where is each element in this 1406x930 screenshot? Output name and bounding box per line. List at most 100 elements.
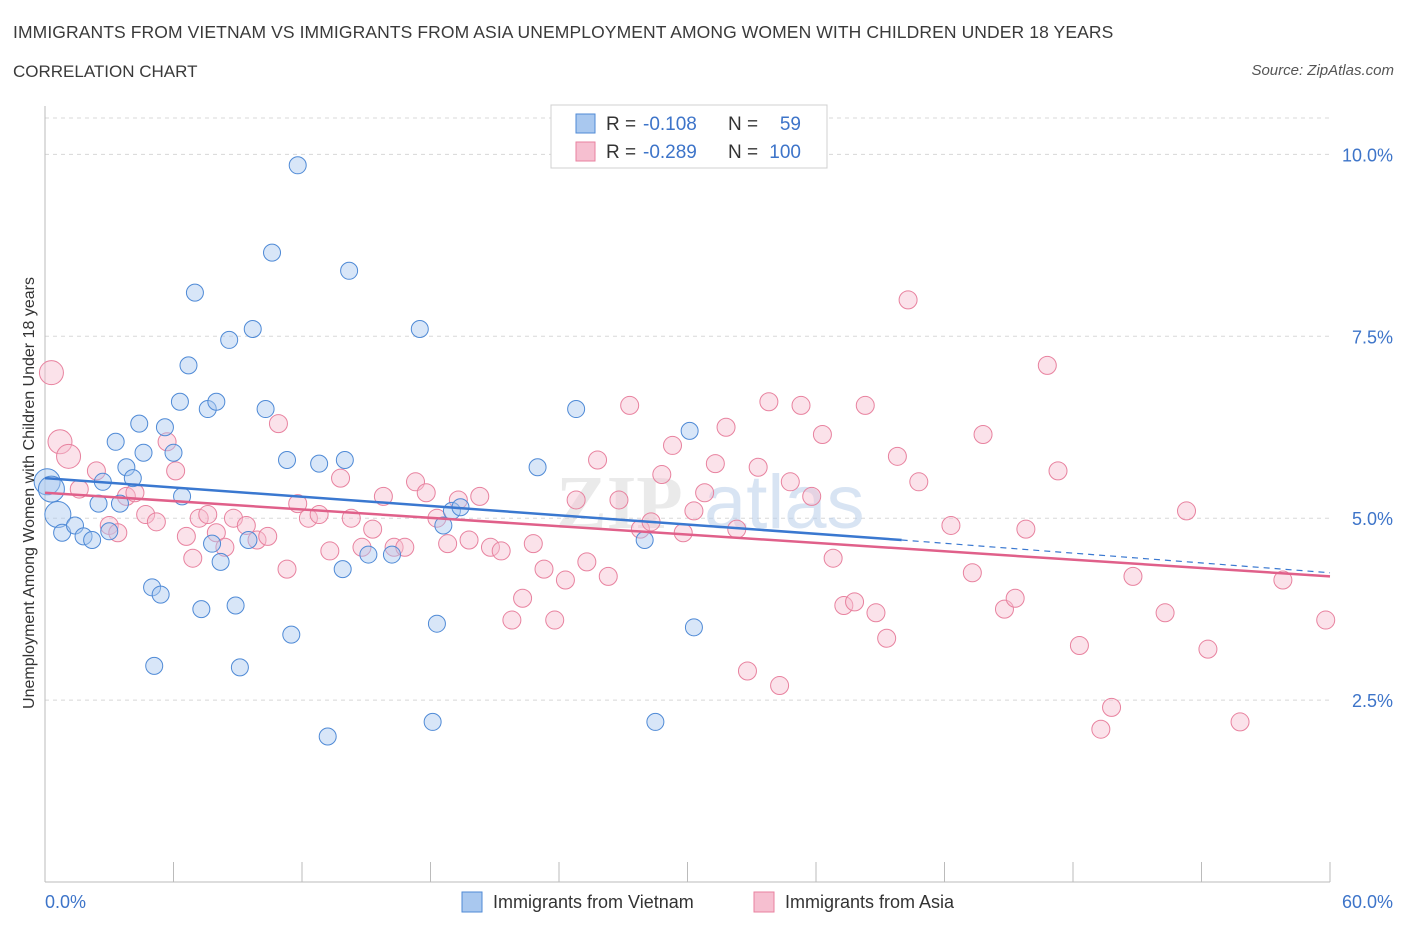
vietnam-point	[106, 432, 125, 451]
asia-point	[513, 588, 533, 608]
asia-point	[1069, 636, 1089, 656]
asia-point	[705, 454, 725, 474]
asia-point	[716, 417, 736, 437]
vietnam-point	[33, 468, 61, 496]
trend-line-vietnam-extension	[901, 539, 1331, 574]
vietnam-point	[145, 656, 164, 675]
asia-point	[206, 523, 226, 543]
legend-swatch-vietnam	[461, 891, 483, 913]
vietnam-point	[100, 522, 119, 541]
asia-point	[1177, 501, 1197, 521]
stats-r-value-1: -0.108	[643, 114, 697, 135]
asia-point	[523, 534, 543, 554]
asia-point	[770, 676, 790, 696]
stats-box: R = -0.108 N = 59 R = -0.289 N = 100	[550, 104, 828, 169]
vietnam-point	[382, 545, 401, 564]
asia-point	[56, 443, 82, 469]
asia-point	[577, 552, 597, 572]
source-label: Source: ZipAtlas.com	[1251, 62, 1394, 79]
vietnam-point	[155, 418, 174, 437]
vietnam-point	[134, 443, 153, 462]
asia-point	[384, 537, 404, 557]
asia-point	[1123, 566, 1143, 586]
asia-point	[352, 537, 372, 557]
asia-point	[198, 505, 218, 525]
vietnam-point	[359, 545, 378, 564]
asia-point	[566, 490, 586, 510]
vietnam-point	[427, 614, 446, 633]
vietnam-point	[434, 516, 453, 535]
vietnam-point	[423, 712, 442, 731]
chart-title: IMMIGRANTS FROM VIETNAM VS IMMIGRANTS FR…	[13, 22, 1114, 42]
asia-point	[855, 395, 875, 415]
asia-point	[973, 425, 993, 445]
asia-point	[845, 592, 865, 612]
asia-point	[759, 392, 779, 412]
stats-r-value-2: -0.289	[643, 142, 697, 163]
stats-n-value-1: 59	[780, 114, 801, 135]
asia-point	[236, 515, 256, 535]
asia-point	[748, 457, 768, 477]
stats-n-label-1: N =	[728, 114, 758, 135]
vietnam-point	[44, 501, 72, 529]
vietnam-point	[110, 494, 129, 513]
asia-point	[438, 534, 458, 554]
vietnam-point	[130, 414, 149, 433]
vietnam-point	[117, 458, 136, 477]
vietnam-point	[410, 320, 429, 339]
asia-point	[791, 395, 811, 415]
vietnam-point	[185, 283, 204, 302]
asia-point	[1048, 461, 1068, 481]
asia-point	[909, 472, 929, 492]
asia-point	[183, 548, 203, 568]
vietnam-point	[567, 400, 586, 419]
chart-subtitle: CORRELATION CHART	[13, 62, 198, 81]
vietnam-point	[179, 356, 198, 375]
y-tick-label: 5.0%	[1352, 509, 1393, 529]
asia-point	[534, 559, 554, 579]
asia-point	[309, 505, 329, 525]
asia-point	[363, 519, 383, 539]
asia-point	[652, 465, 672, 485]
stats-r-label-1: R =	[606, 114, 636, 135]
vietnam-point	[207, 392, 226, 411]
y-tick-label: 2.5%	[1352, 691, 1393, 711]
asia-point	[491, 541, 511, 561]
asia-point	[598, 566, 618, 586]
vietnam-point	[226, 596, 245, 615]
asia-point	[780, 472, 800, 492]
x-tick-label: 0.0%	[45, 892, 86, 912]
vietnam-point	[278, 450, 297, 469]
axes-layer	[44, 106, 1331, 883]
x-tick-label: 60.0%	[1342, 892, 1393, 912]
vietnam-point	[123, 469, 142, 488]
legend-swatch-asia	[753, 891, 775, 913]
vietnam-point	[192, 600, 211, 619]
asia-point	[898, 290, 918, 310]
asia-point	[620, 395, 640, 415]
asia-point	[373, 486, 393, 506]
asia-point	[1091, 719, 1111, 739]
trend-lines	[44, 476, 1331, 578]
legend-label-asia: Immigrants from Asia	[785, 892, 955, 912]
asia-point	[480, 537, 500, 557]
vietnam-point	[239, 531, 258, 550]
vietnam-point	[203, 534, 222, 553]
vietnam-point	[333, 560, 352, 579]
vietnam-point	[340, 261, 359, 280]
trend-line-vietnam	[44, 476, 902, 542]
asia-point	[877, 628, 897, 648]
stats-r-label-2: R =	[606, 142, 636, 163]
asia-point	[962, 563, 982, 583]
vietnam-point	[318, 727, 337, 746]
asia-point	[86, 461, 106, 481]
asia-point	[1037, 355, 1057, 375]
tick-labels: 2.5% 5.0% 7.5% 10.0% 0.0% 60.0%	[45, 145, 1393, 912]
asia-point	[470, 486, 490, 506]
stats-swatch-asia	[575, 141, 596, 162]
asia-point	[834, 596, 854, 616]
asia-point	[38, 360, 64, 386]
series-vietnam-points	[33, 156, 703, 746]
asia-point	[1230, 712, 1250, 732]
